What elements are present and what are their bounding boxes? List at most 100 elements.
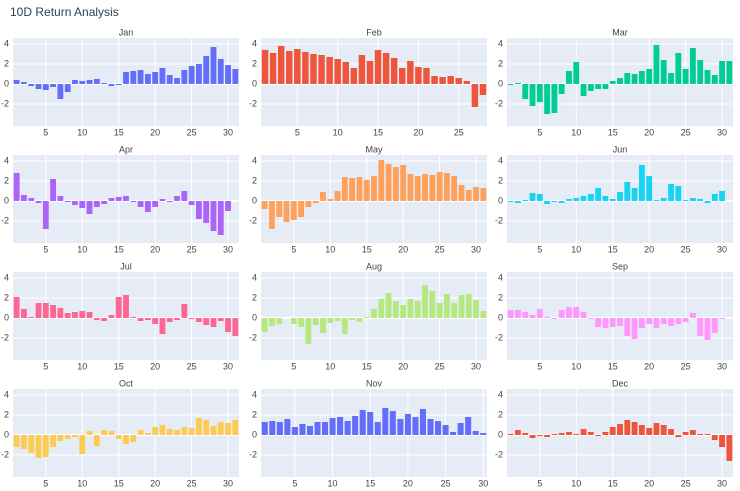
x-tick-label: 15 bbox=[608, 244, 618, 254]
bar bbox=[28, 317, 35, 318]
bar bbox=[57, 84, 64, 99]
bar bbox=[573, 62, 580, 84]
x-tick-label: 30 bbox=[717, 244, 727, 254]
bar bbox=[152, 72, 159, 84]
bar bbox=[144, 74, 151, 84]
bar bbox=[595, 84, 602, 89]
bar bbox=[79, 311, 86, 318]
bar bbox=[624, 318, 631, 336]
bar bbox=[326, 57, 333, 84]
bar bbox=[675, 435, 682, 437]
x-tick-label: 20 bbox=[150, 127, 160, 137]
bar bbox=[617, 78, 623, 84]
bar bbox=[422, 285, 428, 318]
bar bbox=[225, 201, 231, 211]
bar bbox=[108, 315, 115, 318]
bar bbox=[609, 427, 616, 435]
bar bbox=[302, 52, 309, 84]
bar bbox=[522, 84, 529, 99]
bar bbox=[101, 83, 108, 84]
bar bbox=[72, 201, 78, 205]
bar bbox=[689, 48, 696, 84]
bar bbox=[13, 297, 20, 318]
x-tick-label: 5 bbox=[537, 244, 542, 254]
y-tick-label: -2 bbox=[495, 215, 503, 225]
y-tick-label: 0 bbox=[4, 312, 9, 322]
bar bbox=[385, 164, 392, 201]
subplot-title: Feb bbox=[366, 27, 382, 37]
bar bbox=[624, 420, 631, 435]
bar bbox=[472, 431, 479, 435]
bar bbox=[195, 318, 202, 322]
bar bbox=[341, 177, 348, 201]
bar bbox=[507, 434, 514, 435]
bar bbox=[42, 84, 49, 90]
bar bbox=[363, 180, 370, 201]
x-tick-label: 5 bbox=[292, 478, 297, 488]
bar bbox=[660, 425, 667, 435]
bar bbox=[232, 420, 239, 435]
subplot-title: Jan bbox=[119, 27, 134, 37]
bar bbox=[697, 60, 704, 84]
bar bbox=[602, 84, 609, 89]
bar bbox=[480, 188, 487, 201]
bar bbox=[697, 199, 704, 201]
bar bbox=[181, 70, 188, 84]
bar bbox=[320, 318, 326, 333]
bar bbox=[646, 318, 653, 324]
bar bbox=[400, 305, 407, 318]
subplot-title: Nov bbox=[366, 378, 383, 388]
x-tick-label: 15 bbox=[114, 127, 124, 137]
x-tick-label: 10 bbox=[77, 244, 87, 254]
bar bbox=[660, 198, 667, 201]
y-tick-label: 2 bbox=[4, 409, 9, 419]
bar bbox=[93, 79, 100, 84]
bar bbox=[334, 191, 341, 201]
bar bbox=[318, 55, 325, 84]
y-tick-label: 2 bbox=[498, 409, 503, 419]
bar bbox=[64, 201, 71, 202]
bar bbox=[412, 417, 419, 435]
bar bbox=[42, 435, 49, 457]
y-tick-label: -2 bbox=[495, 98, 503, 108]
x-tick-label: 20 bbox=[398, 361, 408, 371]
bar bbox=[210, 47, 217, 84]
bar bbox=[115, 84, 122, 85]
bar bbox=[203, 201, 210, 223]
bar bbox=[566, 199, 572, 201]
bar bbox=[704, 434, 711, 435]
bar bbox=[382, 408, 389, 435]
bar bbox=[551, 201, 558, 202]
bar bbox=[217, 318, 224, 321]
x-tick-label: 15 bbox=[608, 127, 618, 137]
bar bbox=[28, 84, 35, 86]
bar bbox=[294, 49, 301, 84]
bar bbox=[682, 200, 689, 201]
bar bbox=[689, 430, 696, 435]
x-tick-label: 30 bbox=[223, 127, 233, 137]
x-tick-label: 15 bbox=[114, 244, 124, 254]
x-tick-label: 25 bbox=[681, 127, 691, 137]
bar bbox=[719, 61, 725, 84]
x-tick-label: 25 bbox=[681, 478, 691, 488]
bar bbox=[404, 414, 411, 435]
bar bbox=[399, 68, 406, 84]
bar bbox=[682, 69, 689, 84]
bar bbox=[79, 435, 86, 454]
bar bbox=[50, 84, 57, 87]
bar bbox=[174, 430, 180, 435]
x-tick-label: 10 bbox=[571, 361, 581, 371]
x-tick-label: 10 bbox=[328, 478, 338, 488]
bar bbox=[195, 418, 202, 435]
bar bbox=[356, 318, 363, 322]
bar bbox=[507, 310, 514, 318]
bar bbox=[646, 428, 653, 435]
bar bbox=[108, 431, 115, 435]
bar bbox=[115, 297, 122, 318]
bar bbox=[704, 70, 711, 84]
x-tick-label: 20 bbox=[150, 478, 160, 488]
bar bbox=[660, 60, 667, 84]
bar bbox=[123, 196, 129, 201]
y-tick-label: 2 bbox=[4, 58, 9, 68]
bar bbox=[711, 75, 718, 84]
